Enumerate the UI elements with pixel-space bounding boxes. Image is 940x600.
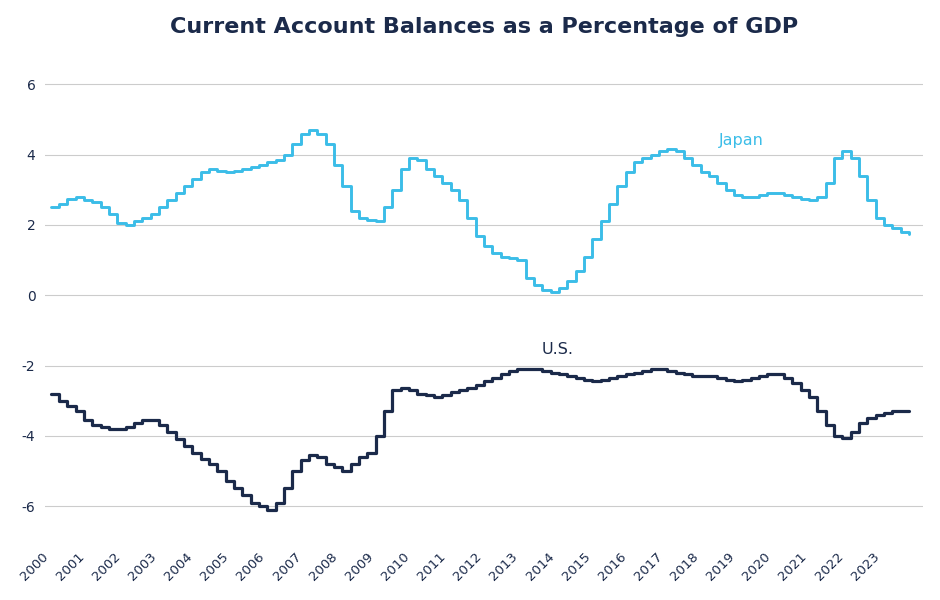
Text: U.S.: U.S. xyxy=(542,342,574,357)
Text: Japan: Japan xyxy=(719,133,764,148)
Title: Current Account Balances as a Percentage of GDP: Current Account Balances as a Percentage… xyxy=(170,17,798,37)
